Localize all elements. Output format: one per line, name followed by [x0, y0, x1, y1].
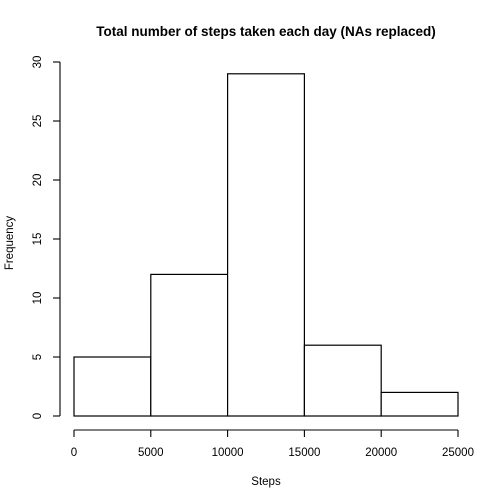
x-tick-label: 10000 [212, 447, 244, 459]
y-axis-label: Frequency [4, 216, 16, 271]
x-tick-label: 0 [71, 447, 77, 459]
y-tick-label: 15 [32, 233, 44, 246]
x-tick-label: 15000 [288, 447, 320, 459]
histogram-bar-3 [303, 344, 382, 417]
bars-group [73, 73, 459, 417]
histogram-bar-0 [73, 356, 152, 417]
y-axis: 0 5 10 15 20 25 30 [32, 56, 61, 419]
histogram-bar-4 [380, 391, 459, 417]
histogram-bar-1 [150, 273, 229, 417]
y-tick-label: 10 [32, 292, 44, 305]
y-tick-label: 20 [32, 174, 44, 187]
histogram-bar-2 [227, 73, 306, 417]
y-tick-label: 30 [32, 56, 44, 69]
x-axis-label: Steps [251, 476, 281, 488]
x-tick-label: 20000 [365, 447, 397, 459]
x-axis: 0 5000 10000 15000 20000 25000 [71, 429, 474, 459]
x-tick-label: 5000 [138, 447, 164, 459]
x-tick-label: 25000 [442, 447, 474, 459]
chart-title: Total number of steps taken each day (NA… [96, 24, 436, 39]
y-tick-label: 25 [32, 115, 44, 128]
y-tick-label: 0 [32, 413, 44, 419]
y-tick-label: 5 [32, 354, 44, 360]
